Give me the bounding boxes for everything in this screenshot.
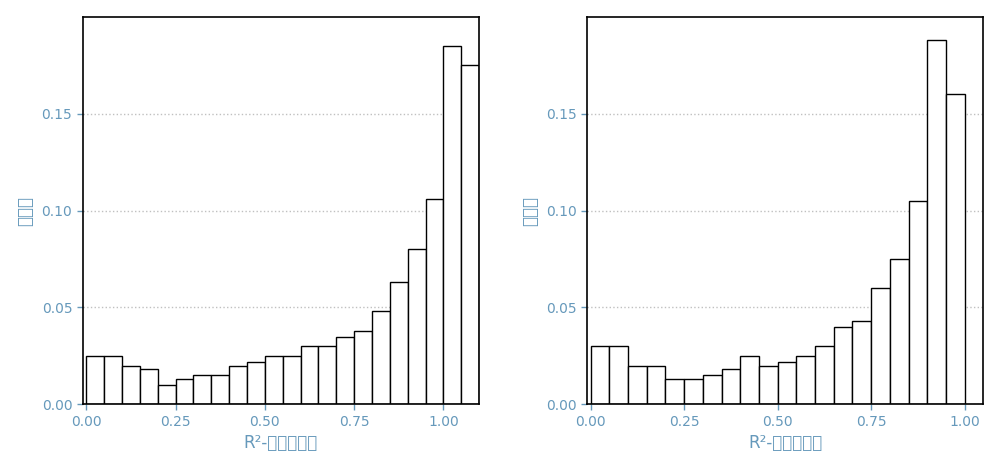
Bar [104,356,122,404]
Bar [158,385,176,404]
Bar [796,356,815,404]
Bar [834,327,852,404]
Bar [665,379,684,404]
Bar [946,94,965,404]
Bar [408,250,426,404]
Bar [609,346,628,404]
Bar [871,288,890,404]
Bar [318,346,336,404]
Bar [722,370,740,404]
Bar [628,366,647,404]
X-axis label: R²-负离子模式: R²-负离子模式 [244,434,318,452]
Bar [176,379,193,404]
Bar [122,366,140,404]
Bar [283,356,301,404]
Bar [354,331,372,404]
Bar [852,321,871,404]
Bar [909,201,927,404]
Bar [211,375,229,404]
Y-axis label: 百分比: 百分比 [17,196,35,226]
Bar [647,366,665,404]
X-axis label: R²-正离子模式: R²-正离子模式 [748,434,822,452]
Bar [684,379,703,404]
Bar [336,337,354,404]
Bar [229,366,247,404]
Bar [759,366,778,404]
Bar [703,375,722,404]
Bar [591,346,609,404]
Y-axis label: 百分比: 百分比 [521,196,539,226]
Bar [265,356,283,404]
Bar [740,356,759,404]
Bar [140,370,158,404]
Bar [301,346,318,404]
Bar [86,356,104,404]
Bar [443,46,461,404]
Bar [815,346,834,404]
Bar [372,311,390,404]
Bar [778,362,796,404]
Bar [247,362,265,404]
Bar [426,199,443,404]
Bar [890,259,909,404]
Bar [193,375,211,404]
Bar [390,282,408,404]
Bar [927,40,946,404]
Bar [461,65,479,404]
